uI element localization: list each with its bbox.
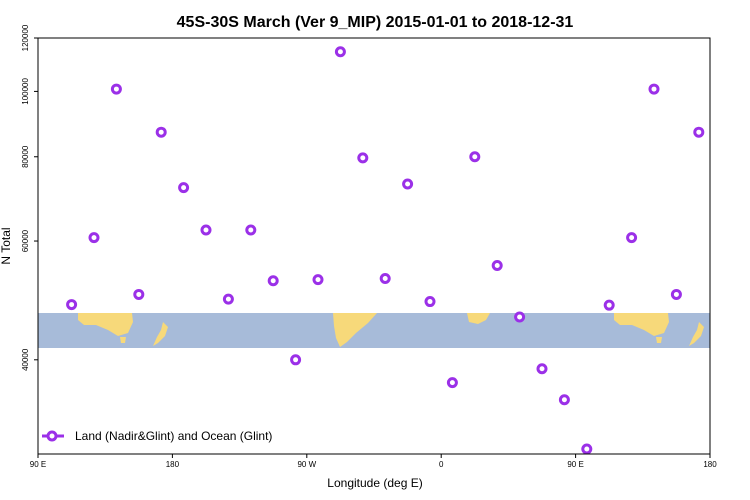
world-map-band — [38, 313, 710, 348]
data-point — [402, 178, 414, 190]
data-point — [290, 354, 302, 366]
data-point — [648, 83, 660, 95]
x-axis: 90 E 180 90 W 0 90 E 180 — [30, 454, 717, 469]
data-point — [110, 83, 122, 95]
data-point — [200, 224, 212, 236]
tasmania-land — [120, 337, 126, 343]
x-tick-label: 180 — [166, 460, 180, 469]
data-point — [357, 152, 369, 164]
south-america-land — [333, 313, 377, 347]
data-point — [693, 126, 705, 138]
australia-land — [78, 313, 133, 336]
tasmania-land-east — [656, 337, 662, 343]
africa-land — [467, 313, 490, 324]
data-point — [267, 275, 279, 287]
x-tick-label: 180 — [703, 460, 717, 469]
data-point — [446, 377, 458, 389]
data-point — [626, 232, 638, 244]
australia-land-east — [614, 313, 669, 336]
y-tick-label: 40000 — [21, 348, 30, 371]
data-point — [312, 274, 324, 286]
data-point — [581, 443, 593, 455]
data-point — [536, 363, 548, 375]
new-zealand-land — [153, 322, 168, 346]
y-axis: 40000 60000 80000 100000 120000 — [21, 24, 38, 371]
data-points — [66, 46, 705, 455]
data-point — [424, 296, 436, 308]
data-point — [155, 126, 167, 138]
y-tick-label: 60000 — [21, 229, 30, 252]
data-point — [379, 272, 391, 284]
x-tick-label: 0 — [439, 460, 444, 469]
data-point — [558, 394, 570, 406]
data-point — [66, 299, 78, 311]
data-point — [245, 224, 257, 236]
y-tick-label: 100000 — [21, 78, 30, 105]
data-point — [88, 232, 100, 244]
x-tick-label: 90 E — [567, 460, 583, 469]
data-point — [514, 311, 526, 323]
plot-frame — [37, 37, 711, 455]
y-tick-label: 120000 — [21, 24, 30, 51]
x-tick-label: 90 W — [297, 460, 316, 469]
y-axis-label: N Total — [0, 227, 13, 264]
ocean-band — [38, 313, 710, 348]
data-point — [133, 288, 145, 300]
x-axis-label: Longitude (deg E) — [327, 476, 422, 490]
legend: Land (Nadir&Glint) and Ocean (Glint) — [42, 429, 272, 443]
x-tick-label: 90 E — [30, 460, 46, 469]
data-point — [178, 182, 190, 194]
data-point — [491, 259, 503, 271]
data-point — [469, 151, 481, 163]
data-point — [670, 288, 682, 300]
legend-marker-swatch — [46, 430, 58, 442]
data-point — [603, 299, 615, 311]
y-tick-label: 80000 — [21, 145, 30, 168]
legend-label: Land (Nadir&Glint) and Ocean (Glint) — [75, 429, 272, 443]
data-point — [334, 46, 346, 58]
data-point — [222, 293, 234, 305]
new-zealand-land-east — [689, 322, 704, 346]
chart-title: 45S-30S March (Ver 9_MIP) 2015-01-01 to … — [177, 14, 574, 31]
